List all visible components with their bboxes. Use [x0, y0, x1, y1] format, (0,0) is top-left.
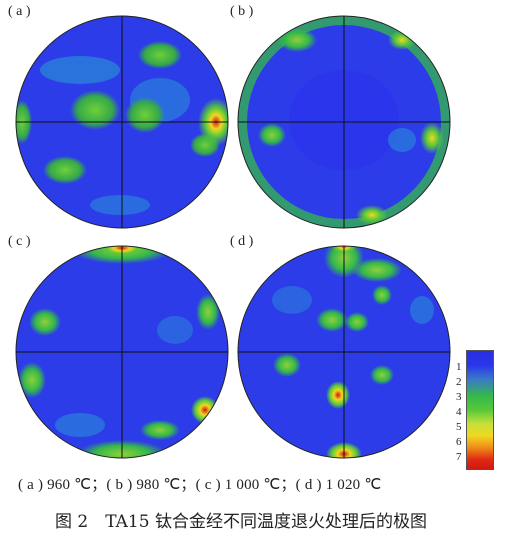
pole-figure-b-plot: [237, 15, 451, 229]
legend-color-bar: [466, 350, 494, 470]
pole-figure-a-plot: [15, 15, 229, 229]
legend-level-3: 3: [456, 391, 462, 403]
legend-level-2: 2: [456, 376, 462, 388]
subfigure-caption: ( a ) 960 ℃；( b ) 980 ℃；( c ) 1 000 ℃；( …: [18, 477, 382, 493]
panel-label-c: ( c ): [8, 234, 31, 249]
pole-figure-c: ( c ): [8, 234, 234, 464]
figure-title: 图 2 TA15 钛合金经不同温度退火处理后的极图: [55, 512, 427, 532]
pole-figure-c-plot: [15, 245, 229, 459]
pole-figure-b: ( b ): [230, 4, 456, 234]
panel-label-d: ( d ): [230, 234, 254, 249]
legend-level-4: 4: [456, 406, 462, 418]
legend-level-5: 5: [456, 421, 462, 433]
legend-level-1: 1: [456, 361, 462, 373]
panel-label-a: ( a ): [8, 4, 31, 19]
legend-level-7: 7: [456, 451, 462, 463]
pole-figure-a: ( a ): [8, 4, 234, 234]
panel-label-b: ( b ): [230, 4, 254, 19]
pole-figure-d-plot: [237, 245, 451, 459]
pole-figure-d: ( d ): [230, 234, 456, 464]
legend-level-6: 6: [456, 436, 462, 448]
